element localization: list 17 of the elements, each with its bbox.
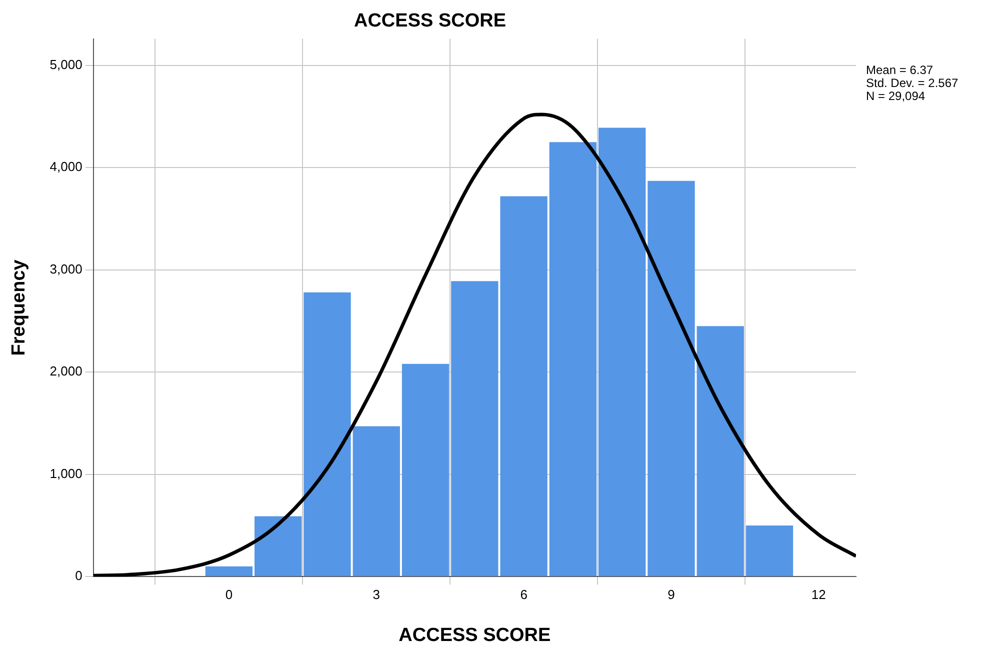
- y-tick-label: 3,000: [50, 261, 82, 276]
- y-tick-label: 4,000: [50, 159, 82, 174]
- y-tick-label: 0: [75, 568, 82, 584]
- y-axis-title: Frequency: [8, 259, 30, 356]
- text: Mean = 6.37: [866, 63, 934, 78]
- x-tick-label: 6: [520, 586, 528, 602]
- text: Std. Dev. = 2.567: [866, 76, 958, 90]
- text: N = 29,094: [866, 89, 926, 104]
- y-tick-label: 2,000: [50, 364, 82, 379]
- y-tick-label: 5,000: [50, 56, 82, 72]
- x-tick-label: 12: [811, 586, 826, 602]
- x-tick-label: 3: [372, 586, 380, 602]
- y-tick-label: 1,000: [50, 466, 82, 481]
- chart-title: ACCESS SCORE: [354, 10, 506, 32]
- x-axis-title: ACCESS SCORE: [398, 624, 551, 646]
- x-tick-label: 0: [225, 586, 233, 602]
- x-tick-label: 9: [668, 586, 675, 602]
